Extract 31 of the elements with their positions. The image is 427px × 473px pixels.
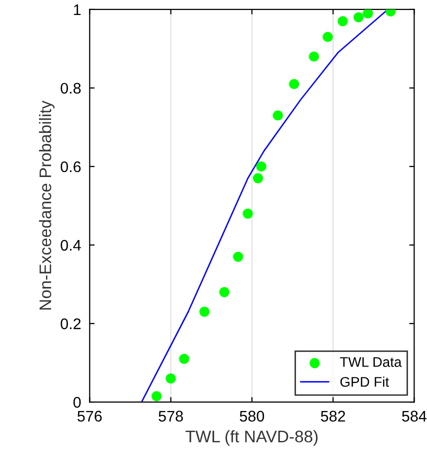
legend-label: TWL Data [340,357,402,367]
point [219,287,230,298]
point [322,32,333,42]
point [354,12,364,22]
y-axis-title: Non-Exceedance Probability [39,100,55,310]
point [233,252,244,262]
point [166,373,176,384]
point [256,161,266,172]
point [289,78,300,90]
point [272,110,283,121]
y-tick-label: 0.4 [60,240,81,251]
x-axis-title: TWL (ft NAVD-88) [186,430,318,446]
point [308,51,320,62]
legend-label: GPD Fit [340,376,389,387]
point [152,391,162,402]
y-tick-label: 0.2 [60,318,81,330]
y-tick-label: 1 [74,4,81,15]
point [179,354,190,364]
point [338,16,348,26]
point [199,306,210,317]
point [242,208,253,219]
x-tick-label: 584 [402,410,426,422]
x-tick-label: 576 [78,410,102,422]
x-tick-label: 582 [320,410,346,422]
y-tick-label: 0.6 [60,161,81,172]
y-tick-label: 0 [73,396,81,408]
point [252,173,264,184]
x-tick-label: 578 [158,410,183,422]
point [362,9,374,18]
x-tick-label: 580 [240,410,264,422]
y-tick-label: 0.8 [60,82,81,94]
